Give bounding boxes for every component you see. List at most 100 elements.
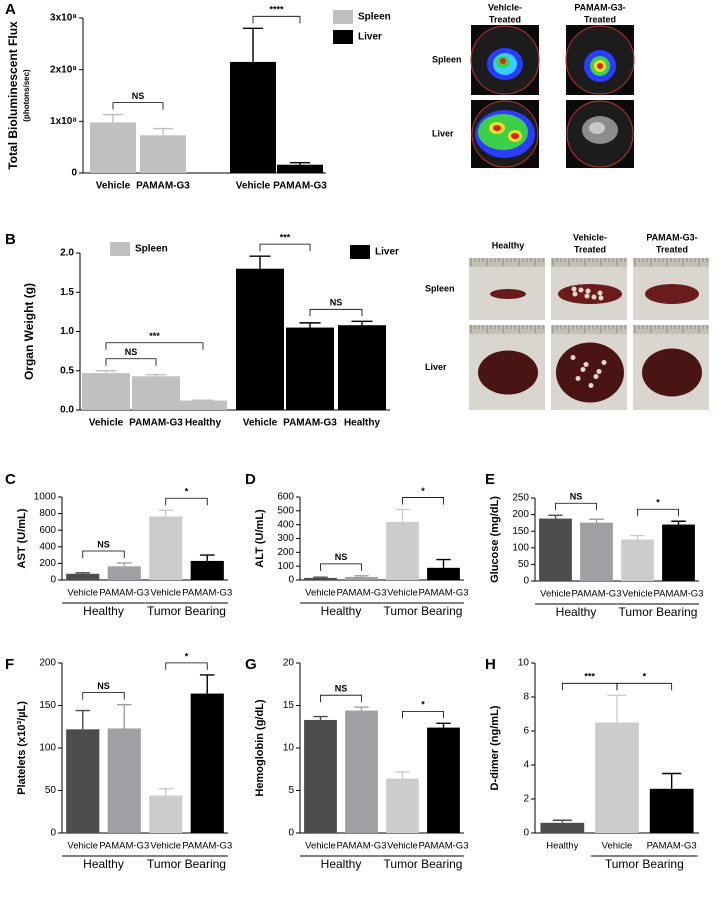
photo-ruler [469, 258, 545, 267]
y-tick-label: 0 [71, 168, 77, 179]
error-bar [299, 322, 321, 328]
y-tick-label: 200 [512, 509, 529, 520]
y-tick-label: 1000 [34, 492, 57, 503]
photo-signal [478, 114, 528, 150]
y-tick-label: 300 [277, 533, 294, 544]
photo [469, 258, 545, 320]
bar [90, 122, 136, 173]
error-bar [145, 373, 167, 377]
bar [132, 376, 180, 410]
bar [539, 518, 572, 581]
significance-bracket [165, 662, 208, 670]
y-tick-label: 150 [512, 526, 529, 537]
x-tick-label: PAMAM-G3 [283, 418, 337, 429]
error-bar [395, 771, 410, 779]
bar [662, 524, 695, 581]
x-tick-label: Vehicle [602, 841, 633, 852]
photo-signal [511, 133, 519, 139]
x-tick-label: PAMAM-G3 [654, 589, 704, 600]
x-tick-label: Vehicle [150, 841, 181, 852]
x-tick-label: PAMAM-G3 [572, 589, 622, 600]
bar [140, 135, 186, 173]
y-tick-label: 600 [277, 492, 294, 503]
significance-bracket [637, 508, 679, 517]
y-axis-label: Total Bioluminescent Flux [6, 21, 20, 170]
y-tick-label: 3x10⁸ [50, 13, 77, 24]
significance-bracket [561, 682, 618, 691]
error-bar [351, 320, 373, 326]
significance-bracket [252, 15, 301, 24]
y-tick-label: 10 [283, 743, 295, 754]
significance-label: NS [132, 91, 145, 101]
x-tick-label: Vehicle [96, 181, 131, 192]
x-tick-label: Healthy [546, 841, 578, 852]
y-tick-label: 0.5 [60, 365, 74, 376]
photo-tumor [593, 374, 599, 379]
panel-letter: C [5, 471, 16, 488]
photo-column-label: Treated [489, 14, 521, 24]
bar [427, 567, 460, 580]
y-axis-label: AST (U/mL) [16, 508, 28, 568]
significance-label: * [421, 486, 425, 496]
photo-signal [597, 63, 603, 69]
y-tick-label: 2x10⁸ [50, 64, 77, 75]
significance-label: *** [149, 331, 160, 341]
photo-tumor [578, 287, 584, 293]
bar [107, 728, 141, 833]
x-tick-label: Vehicle [236, 181, 271, 192]
photo-tumor [570, 355, 576, 360]
x-tick-label: Vehicle [387, 588, 418, 599]
y-axis-label: Glucose (mg/dL) [489, 496, 501, 583]
bar [580, 522, 613, 581]
y-axis-sublabel: (photons/sec) [22, 69, 31, 122]
y-tick-label: 50 [45, 785, 57, 796]
legend-swatch [333, 10, 353, 24]
panel-letter: D [245, 471, 256, 488]
x-tick-label: PAMAM-G3 [419, 588, 469, 599]
bar [286, 327, 334, 410]
x-tick-label: PAMAM-G3 [129, 418, 183, 429]
photo-row-label: Liver [425, 362, 447, 372]
photo-row-label: Spleen [425, 283, 455, 293]
y-axis-label: D-dimer (ng/mL) [489, 705, 501, 790]
significance-bracket [259, 243, 311, 252]
x-tick-label: Vehicle [67, 588, 98, 599]
bar [190, 693, 224, 833]
photo-column-label: PAMAM-G3- [646, 232, 697, 242]
photo-tumor [583, 362, 589, 367]
group-label: Healthy [321, 604, 362, 618]
y-tick-label: 2 [523, 794, 529, 805]
photo-organ [478, 350, 538, 395]
bar [386, 778, 419, 833]
photo-organ [490, 289, 526, 299]
x-tick-label: PAMAM-G3 [647, 841, 697, 852]
x-tick-label: PAMAM-G3 [99, 841, 149, 852]
photo-tumor [585, 288, 591, 294]
y-tick-label: 10 [518, 658, 530, 669]
bar [66, 729, 100, 833]
group-label: Tumor Bearing [384, 857, 463, 871]
significance-label: NS [97, 681, 110, 691]
photo-organ [645, 284, 699, 304]
y-tick-label: 250 [512, 493, 529, 504]
y-tick-label: 5 [288, 785, 294, 796]
y-tick-label: 6 [523, 726, 529, 737]
x-tick-label: Vehicle [305, 588, 336, 599]
bar [386, 521, 419, 580]
photo-tumor [598, 295, 604, 301]
significance-label: * [656, 498, 660, 508]
error-bar [116, 562, 132, 567]
y-tick-label: 200 [39, 658, 56, 669]
x-tick-label: Vehicle [150, 588, 181, 599]
x-tick-label: Vehicle [67, 841, 98, 852]
legend-swatch [333, 30, 353, 44]
bar [149, 516, 183, 580]
x-tick-label: PAMAM-G3 [182, 841, 232, 852]
x-tick-label: Vehicle [622, 589, 653, 600]
y-tick-label: 100 [39, 743, 56, 754]
y-tick-label: 1.0 [60, 326, 74, 337]
x-tick-label: PAMAM-G3 [136, 181, 190, 192]
y-tick-label: 150 [39, 700, 56, 711]
significance-bracket [402, 710, 444, 719]
